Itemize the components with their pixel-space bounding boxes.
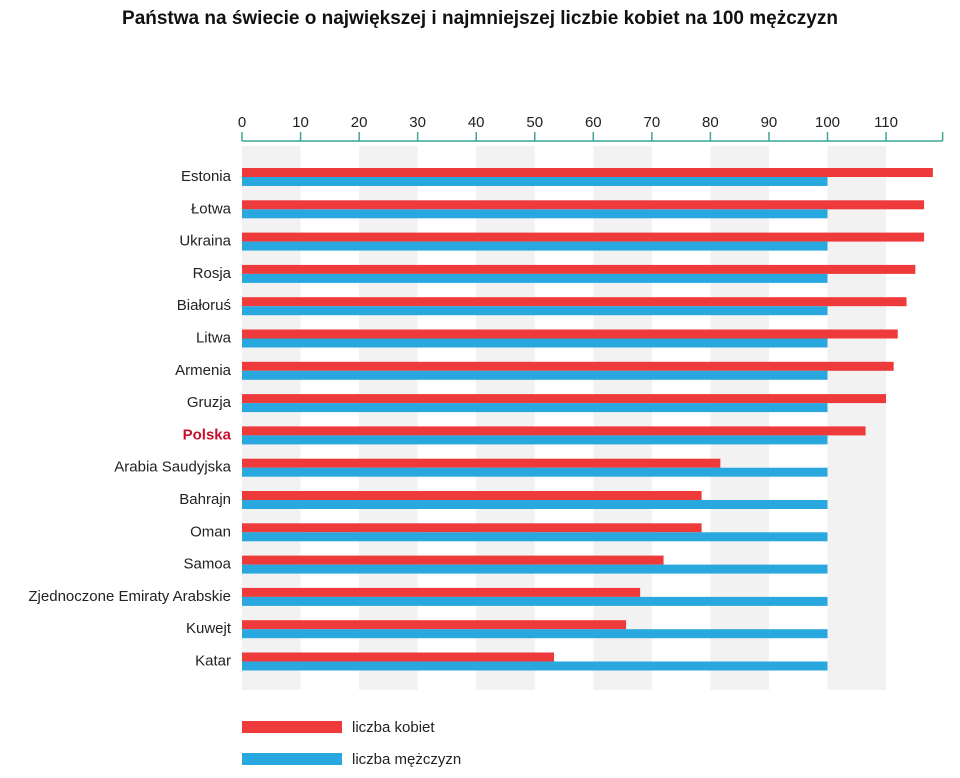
category-label: Gruzja [187,394,232,411]
bar-women [242,652,555,662]
x-axis: 0 10 20 30 40 50 60 70 80 90 100 110 [238,114,944,142]
x-tick-label: 20 [351,114,368,131]
category-label: Armenia [175,362,232,379]
bar-men [242,403,828,413]
category-label: Białoruś [177,297,231,314]
category-label: Łotwa [191,200,232,217]
category-label: Ukraina [179,233,231,250]
x-tick-label: 60 [585,114,602,131]
bar-women [242,458,721,468]
x-tick-label: 70 [644,114,661,131]
category-label: Kuwejt [186,620,232,637]
category-labels: Estonia Łotwa Ukraina Rosja Białoruś Litwa Arm… [28,168,231,670]
bar-men [242,596,828,606]
x-tick-label: 0 [238,114,246,131]
x-tick-label: 30 [409,114,426,131]
x-tick-label: 100 [815,114,840,131]
grid-band [359,146,418,690]
x-tick-label: 10 [292,114,309,131]
bar-women [242,394,887,404]
bar-men [242,500,828,509]
category-label: Oman [190,523,231,540]
category-label: Katar [195,653,231,670]
category-label: Zjednoczone Emiraty Arabskie [28,588,231,605]
bar-women [242,620,627,630]
x-tick-label: 90 [761,114,778,131]
x-tick-label: 40 [468,114,485,131]
legend-swatch [242,753,342,765]
bar-women [242,555,664,565]
category-label: Samoa [183,556,231,573]
bar-women [242,329,898,339]
bar-women [242,361,894,371]
x-tick-label: 50 [526,114,543,131]
category-label: Litwa [196,330,232,347]
bar-women [242,232,925,242]
bar-men [242,177,828,186]
bar-men [242,564,828,574]
legend-label: liczba mężczyzn [352,751,461,768]
category-label: Rosja [193,265,232,282]
category-label: Bahrajn [179,491,231,508]
bar-women [242,426,866,436]
bars [242,168,933,671]
legend-label: liczba kobiet [352,719,435,736]
bar-men [242,629,828,639]
grid-band [476,146,535,690]
grid-band [710,146,769,690]
bar-women [242,264,916,274]
bar-women [242,587,641,597]
bar-women [242,491,702,500]
legend: liczba kobiet liczba mężczyzn [242,719,461,768]
bar-women [242,200,925,210]
grid-band [242,146,301,690]
bar-men [242,306,828,316]
chart-title: Państwa na świecie o największej i najmn… [122,8,838,29]
bar-men [242,467,828,477]
category-label: Estonia [181,168,232,185]
bar-men [242,435,828,445]
x-tick-label: 110 [874,114,898,131]
bar-women [242,523,702,533]
bar-men [242,532,828,542]
grid-band [593,146,652,690]
bar-men [242,661,828,671]
bar-men [242,370,828,380]
bar-men [242,273,828,283]
category-label: Polska [183,426,232,443]
bar-men [242,209,828,219]
grid-bands [242,146,887,690]
bar-women [242,168,933,177]
category-label: Arabia Saudyjska [114,459,231,476]
bar-men [242,241,828,251]
grid-band [827,146,887,690]
bar-women [242,297,907,307]
x-tick-label: 80 [702,114,719,131]
legend-swatch [242,721,342,733]
bar-men [242,338,828,348]
